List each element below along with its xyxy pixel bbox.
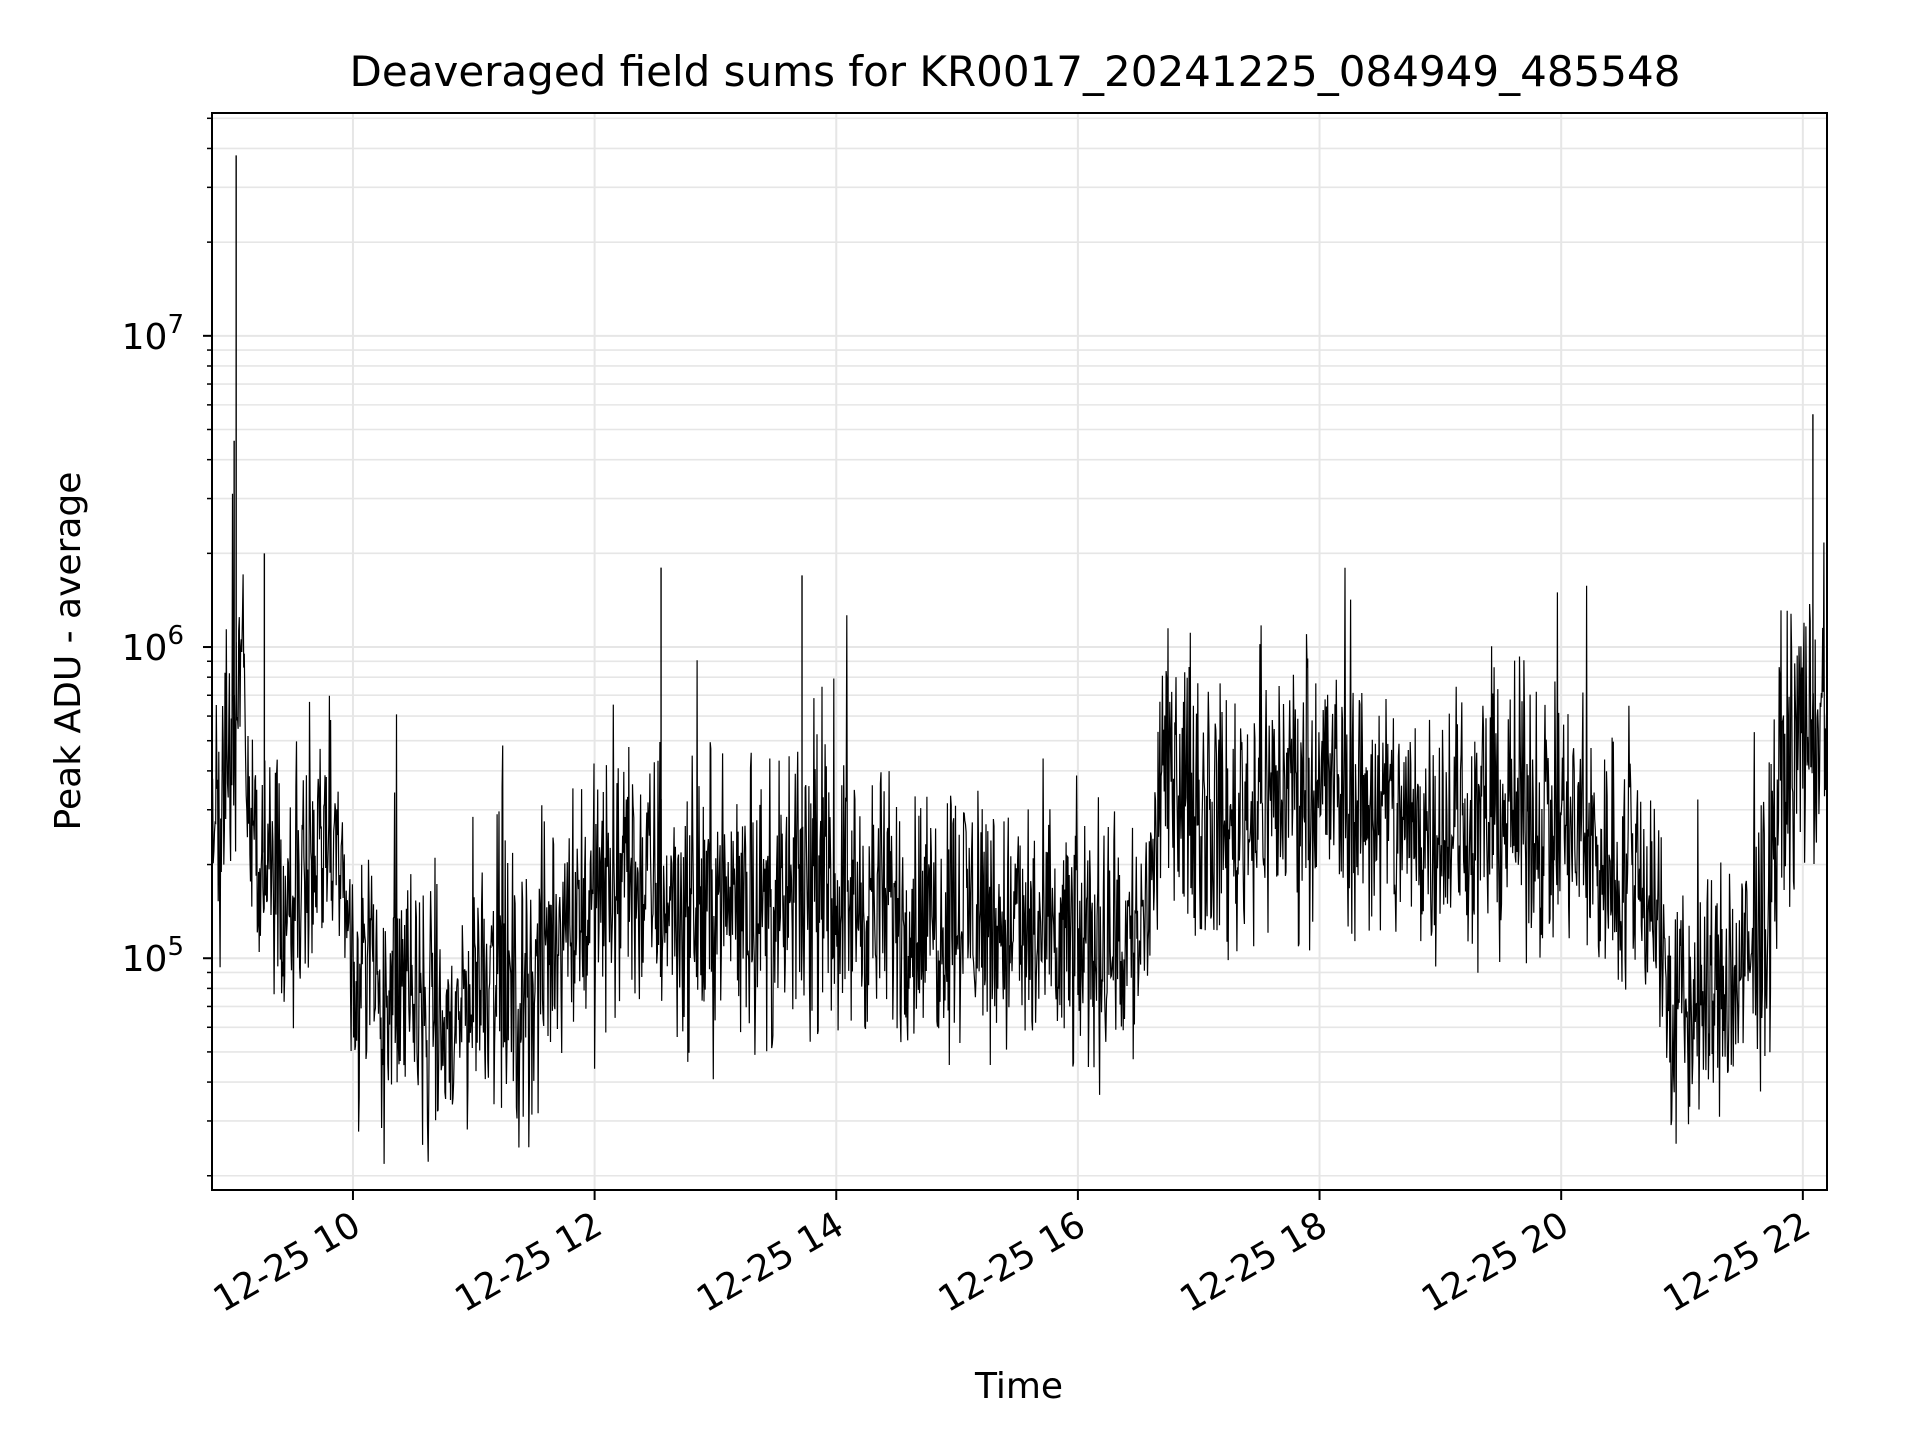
x-axis: 12-25 10 12-25 12 12-25 14 12-25 16 12-25 18… — [207, 1190, 1818, 1321]
y-axis: 105 106 107 — [122, 117, 212, 1177]
x-tick-label: 12-25 10 — [207, 1204, 368, 1320]
y-tick-label: 107 — [122, 310, 184, 358]
x-axis-label: Time — [974, 1366, 1063, 1407]
x-tick-label: 12-25 14 — [690, 1204, 851, 1320]
y-axis-label: Peak ADU - average — [48, 472, 89, 831]
grid — [212, 113, 1827, 1190]
series-line — [211, 493, 1828, 1164]
x-tick-label: 12-25 22 — [1657, 1204, 1818, 1320]
x-tick-label: 12-25 18 — [1173, 1204, 1334, 1320]
plot-frame — [211, 112, 1828, 1191]
x-tick-label: 12-25 12 — [448, 1204, 609, 1320]
x-tick-label: 12-25 20 — [1415, 1204, 1576, 1320]
y-tick-label: 105 — [122, 932, 184, 980]
x-tick-label: 12-25 16 — [932, 1204, 1093, 1320]
data-series — [211, 155, 1828, 1164]
y-tick-label: 106 — [122, 621, 184, 669]
chart-title: Deaveraged field sums for KR0017_2024122… — [350, 47, 1681, 96]
